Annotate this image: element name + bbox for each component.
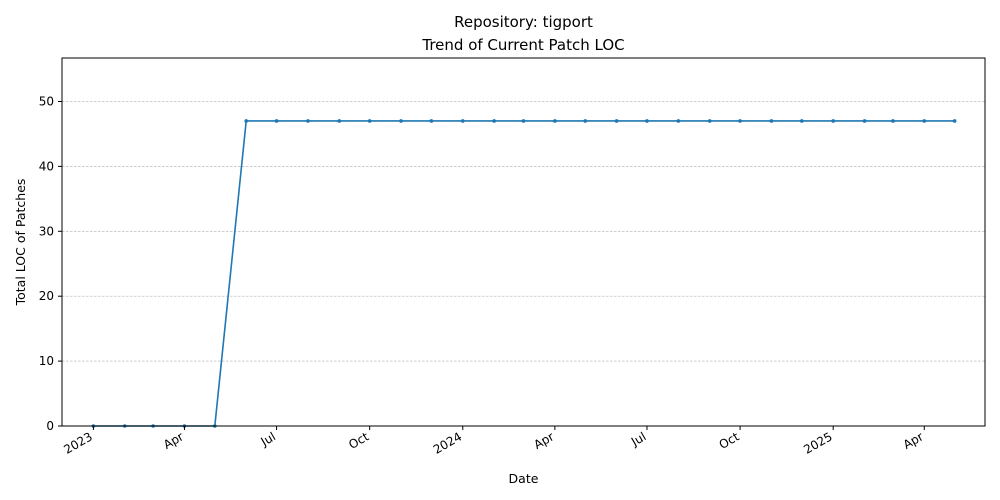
data-point: [244, 119, 248, 123]
data-point: [306, 119, 310, 123]
chart-title: Repository: tigport: [454, 13, 593, 31]
data-point: [831, 119, 835, 123]
x-tick-label: Oct: [717, 429, 742, 452]
data-point: [922, 119, 927, 123]
data-point: [891, 119, 895, 123]
data-point: [399, 119, 403, 123]
data-point: [676, 119, 681, 123]
data-point: [707, 119, 712, 123]
x-tick-label: Apr: [161, 429, 186, 452]
x-tick-label: Oct: [346, 429, 371, 452]
chart-subtitle: Trend of Current Patch LOC: [421, 36, 624, 54]
data-point: [274, 119, 279, 123]
plot-frame: [61, 57, 986, 427]
data-point: [337, 119, 342, 123]
data-point: [738, 119, 742, 123]
x-tick-label: Apr: [901, 429, 926, 452]
data-point: [800, 119, 804, 123]
series-line: [93, 120, 955, 427]
data-point: [583, 119, 588, 123]
y-tick-label: 10: [39, 354, 54, 368]
x-tick-label: Jul: [258, 429, 278, 449]
x-tick-label: Jul: [628, 429, 648, 449]
x-tick-label: Apr: [531, 429, 556, 452]
series-layer: [91, 119, 957, 428]
x-tick-label: 2025: [801, 429, 834, 456]
data-point: [521, 119, 526, 123]
data-point: [367, 119, 372, 123]
x-tick-label: 2023: [61, 429, 94, 456]
y-tick-label: 0: [46, 419, 54, 433]
x-axis: 2023 Apr Jul Oct 2024 Apr Jul Oct 2025 Apr: [61, 426, 926, 457]
y-tick-label: 30: [39, 224, 54, 238]
data-point: [614, 119, 619, 123]
data-point: [645, 119, 649, 123]
y-axis: 0 10 20 30 40 50: [39, 94, 62, 433]
grid-lines: [62, 101, 985, 362]
y-tick-label: 50: [39, 94, 54, 108]
data-point: [769, 119, 774, 123]
y-tick-label: 40: [39, 159, 54, 173]
data-point: [952, 119, 957, 123]
y-tick-label: 20: [39, 289, 54, 303]
data-point: [492, 119, 496, 123]
x-axis-label: Date: [509, 471, 539, 486]
data-point: [553, 119, 557, 123]
data-point: [460, 119, 465, 123]
x-tick-label: 2024: [431, 429, 464, 456]
y-axis-label: Total LOC of Patches: [13, 179, 28, 307]
data-point: [429, 119, 434, 123]
data-point: [862, 119, 867, 123]
